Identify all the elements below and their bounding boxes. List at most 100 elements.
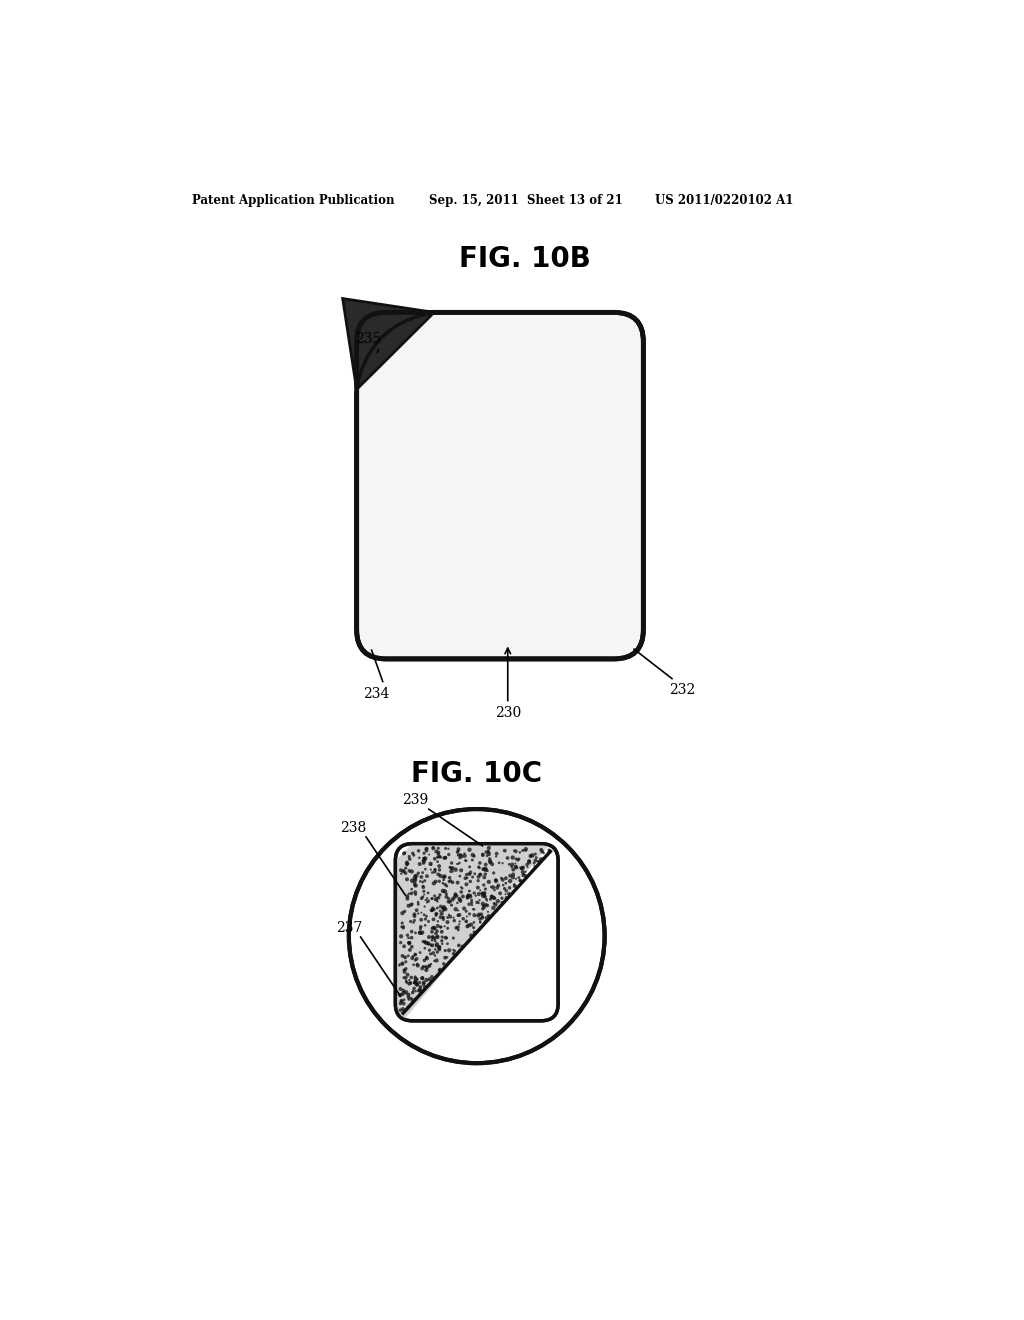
Point: [452, 888, 468, 909]
Point: [444, 861, 461, 882]
Point: [419, 957, 435, 978]
Point: [449, 854, 465, 875]
Point: [420, 882, 436, 903]
Point: [396, 960, 413, 981]
Point: [517, 838, 534, 859]
Point: [478, 842, 495, 863]
Point: [505, 863, 521, 884]
Point: [429, 941, 445, 962]
Point: [451, 838, 467, 859]
Point: [498, 883, 514, 904]
Point: [394, 999, 411, 1020]
Point: [472, 912, 488, 933]
Point: [505, 859, 521, 880]
Point: [517, 840, 534, 861]
Point: [487, 870, 504, 891]
Point: [441, 867, 458, 888]
Point: [430, 838, 446, 859]
Text: Patent Application Publication: Patent Application Publication: [191, 194, 394, 207]
Point: [515, 865, 531, 886]
Point: [474, 899, 490, 920]
Point: [416, 853, 432, 874]
Point: [458, 865, 474, 886]
Point: [403, 870, 420, 891]
Point: [423, 935, 439, 956]
Point: [395, 917, 412, 939]
Point: [441, 940, 458, 961]
Point: [508, 849, 524, 870]
Point: [435, 909, 452, 931]
Point: [394, 912, 411, 933]
Point: [440, 843, 457, 865]
Point: [394, 945, 411, 966]
Point: [472, 863, 488, 884]
Point: [512, 870, 528, 891]
Point: [403, 879, 420, 900]
Point: [421, 954, 437, 975]
Point: [452, 847, 468, 869]
Point: [489, 891, 506, 912]
Point: [431, 936, 447, 957]
Point: [431, 855, 447, 876]
Point: [443, 895, 460, 916]
Point: [460, 887, 476, 908]
Point: [402, 973, 419, 994]
Point: [419, 838, 435, 859]
Point: [425, 917, 441, 939]
Point: [435, 896, 452, 917]
Point: [403, 861, 420, 882]
Point: [428, 950, 444, 972]
Point: [473, 904, 489, 925]
Point: [410, 891, 426, 912]
Point: [395, 979, 412, 1001]
Polygon shape: [395, 843, 550, 1020]
Point: [417, 847, 433, 869]
Point: [418, 960, 434, 981]
Point: [413, 916, 429, 937]
Point: [452, 853, 468, 874]
Point: [413, 917, 429, 939]
Point: [462, 871, 478, 892]
Point: [505, 847, 521, 869]
Point: [428, 888, 444, 909]
Point: [421, 843, 437, 865]
Point: [427, 945, 443, 966]
Point: [429, 915, 445, 936]
Point: [410, 974, 426, 995]
Point: [440, 891, 457, 912]
Point: [410, 954, 426, 975]
Point: [427, 859, 443, 880]
Point: [394, 954, 411, 975]
Point: [458, 874, 474, 895]
Point: [421, 927, 437, 948]
Point: [407, 871, 423, 892]
Point: [522, 845, 539, 866]
Point: [411, 862, 427, 883]
Point: [427, 929, 443, 950]
Point: [466, 846, 482, 867]
Point: [436, 866, 453, 887]
Point: [418, 840, 434, 861]
Point: [451, 935, 467, 956]
Point: [512, 870, 528, 891]
Point: [478, 907, 495, 928]
Point: [403, 921, 420, 942]
Point: [393, 991, 410, 1012]
Point: [445, 940, 462, 961]
Point: [504, 855, 520, 876]
Point: [427, 939, 443, 960]
Point: [524, 845, 541, 866]
Point: [397, 858, 414, 879]
Point: [450, 917, 466, 939]
Point: [499, 887, 515, 908]
Point: [470, 870, 486, 891]
Point: [417, 956, 433, 977]
Point: [436, 847, 453, 869]
Point: [461, 915, 477, 936]
Point: [483, 886, 500, 907]
Point: [485, 862, 502, 883]
Point: [458, 850, 474, 871]
Point: [431, 859, 447, 880]
Point: [425, 927, 441, 948]
Point: [462, 903, 478, 924]
